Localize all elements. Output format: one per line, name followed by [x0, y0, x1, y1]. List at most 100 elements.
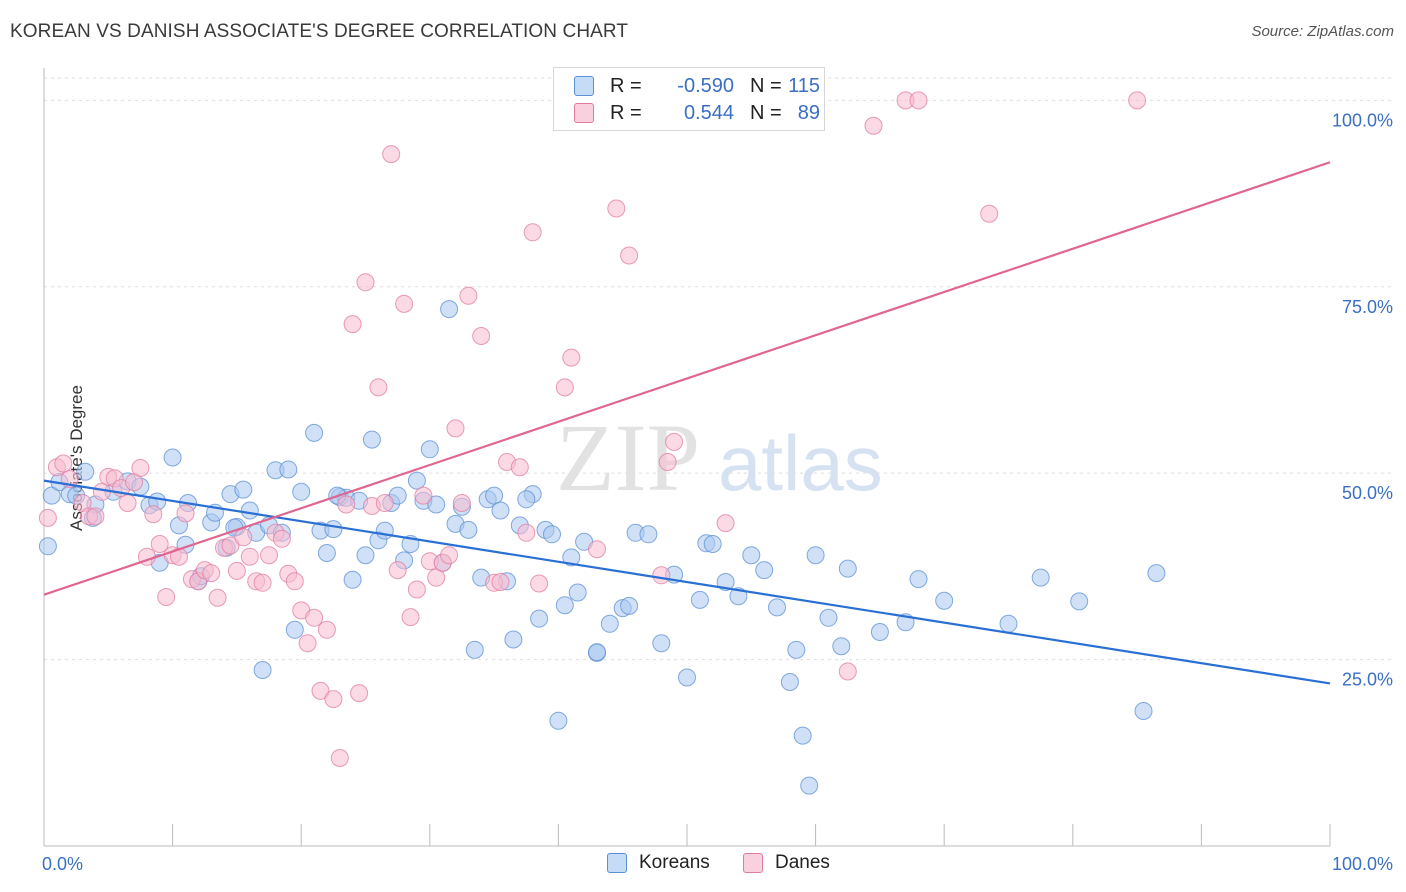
data-point-koreans [427, 495, 446, 514]
data-point-danes [285, 572, 304, 591]
data-point-danes [407, 580, 426, 599]
y-tick-label: 25.0% [1342, 670, 1393, 690]
data-point-koreans [600, 614, 619, 633]
bottom-legend-swatch-danes [743, 853, 763, 873]
data-point-koreans [787, 640, 806, 659]
data-point-danes [452, 494, 471, 512]
data-point-koreans [716, 573, 735, 591]
data-point-koreans [305, 423, 324, 442]
data-point-danes [588, 540, 606, 559]
data-point-koreans [555, 596, 574, 615]
data-point-koreans [780, 673, 799, 691]
legend-n-value: 115 [788, 75, 820, 97]
data-point-danes [459, 286, 478, 305]
legend-n-label: N = [750, 75, 782, 97]
data-point-danes [427, 568, 446, 587]
bottom-legend-swatch-koreans [607, 853, 627, 873]
data-point-danes [1128, 91, 1147, 110]
data-point-danes [401, 608, 420, 627]
data-point-danes [305, 608, 324, 627]
data-point-koreans [742, 546, 761, 565]
x-tick-label-max: 100.0% [1332, 854, 1393, 874]
data-point-koreans [1031, 568, 1050, 587]
chart-source: Source: ZipAtlas.com [1251, 23, 1394, 40]
data-point-koreans [819, 608, 838, 627]
data-point-danes [343, 315, 362, 334]
data-point-koreans [279, 460, 298, 479]
data-point-danes [446, 419, 465, 438]
data-point-koreans [639, 525, 658, 544]
y-tick-label: 50.0% [1342, 483, 1393, 503]
data-point-danes [86, 507, 105, 526]
data-point-danes [414, 486, 433, 505]
data-point-koreans [491, 501, 510, 520]
data-point-koreans [504, 630, 523, 649]
data-point-danes [227, 561, 246, 580]
data-point-koreans [806, 546, 825, 565]
data-point-koreans [1134, 702, 1153, 720]
data-point-danes [144, 505, 163, 524]
data-point-danes [658, 453, 677, 471]
data-point-danes [909, 91, 928, 110]
data-point-koreans [234, 480, 253, 499]
data-point-koreans [42, 486, 61, 505]
data-point-danes [607, 199, 626, 218]
legend-swatch-koreans [574, 76, 594, 96]
legend-swatch-danes [574, 103, 594, 123]
data-point-danes [864, 116, 883, 135]
data-point-koreans [678, 668, 696, 687]
data-point-danes [356, 273, 375, 292]
data-point-koreans [588, 643, 606, 662]
data-point-koreans [285, 620, 304, 639]
legend-n-label: N = [750, 102, 782, 124]
data-point-danes [510, 458, 529, 477]
watermark-zip: ZIP [556, 404, 700, 511]
data-point-danes [665, 432, 684, 451]
data-point-koreans [459, 520, 478, 539]
data-point-danes [472, 327, 491, 345]
data-point-danes [491, 573, 510, 591]
data-point-danes [523, 223, 542, 242]
data-point-koreans [832, 637, 851, 656]
data-point-koreans [76, 462, 95, 481]
data-point-danes [330, 749, 349, 767]
data-point-danes [838, 662, 857, 681]
data-point-danes [530, 574, 549, 593]
data-point-koreans [465, 640, 484, 659]
data-point-danes [324, 690, 343, 709]
data-point-danes [517, 523, 536, 542]
data-point-danes [652, 566, 671, 585]
y-tick-label: 75.0% [1342, 297, 1393, 317]
data-point-koreans [690, 590, 709, 609]
data-point-koreans [755, 561, 774, 580]
data-point-danes [980, 204, 999, 223]
data-point-koreans [324, 520, 343, 539]
tick-labels: 25.0% 50.0% 75.0% 100.0% 0.0% 100.0% [42, 110, 1393, 874]
data-point-danes [375, 494, 394, 512]
data-point-danes [221, 536, 240, 555]
data-point-danes [208, 588, 227, 607]
data-point-danes [150, 535, 169, 553]
data-point-koreans [530, 609, 549, 628]
chart-title: KOREAN VS DANISH ASSOCIATE'S DEGREE CORR… [10, 21, 629, 42]
data-point-danes [716, 514, 735, 533]
legend-r-value: -0.590 [677, 75, 734, 97]
data-point-koreans [568, 583, 587, 602]
data-point-koreans [343, 570, 362, 589]
data-point-danes [562, 348, 581, 367]
data-point-koreans [549, 711, 568, 730]
data-point-danes [253, 573, 272, 592]
data-point-danes [54, 454, 73, 473]
data-point-koreans [517, 490, 536, 509]
data-point-danes [131, 459, 150, 477]
data-point-koreans [240, 501, 259, 520]
trend-lines [43, 161, 1331, 685]
data-point-koreans [870, 623, 889, 641]
x-tick-label-min: 0.0% [42, 854, 83, 874]
series-danes [38, 91, 1147, 767]
data-point-koreans [620, 596, 639, 615]
data-point-danes [157, 588, 176, 606]
data-point-koreans [420, 440, 439, 459]
data-point-danes [382, 145, 401, 164]
watermark: ZIP atlas [556, 404, 883, 511]
